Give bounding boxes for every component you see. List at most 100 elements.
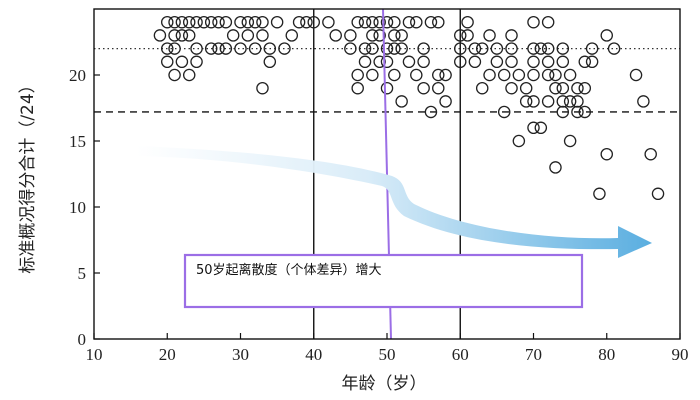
data-point-13 <box>182 68 196 82</box>
data-point-82 <box>439 68 452 82</box>
data-point-115 <box>541 15 555 29</box>
data-point-109 <box>527 55 540 69</box>
data-point-145 <box>644 147 657 161</box>
data-point-93 <box>483 29 496 42</box>
data-point-19 <box>204 42 218 55</box>
data-point-137 <box>585 42 599 55</box>
y-tick-label-0: 0 <box>78 330 87 349</box>
y-axis-title: 标准概况得分合计（/24） <box>18 76 38 273</box>
x-tick-label-80: 80 <box>598 345 615 364</box>
data-point-78 <box>424 105 438 119</box>
data-point-66 <box>388 68 401 82</box>
data-point-76 <box>417 81 430 95</box>
data-point-37 <box>278 42 291 55</box>
data-point-36 <box>270 15 284 29</box>
data-point-133 <box>571 105 584 119</box>
x-tick-label-40: 40 <box>305 345 322 364</box>
data-point-75 <box>417 55 430 69</box>
data-point-77 <box>424 15 438 29</box>
data-point-61 <box>380 55 394 69</box>
data-point-90 <box>468 55 482 69</box>
data-point-31 <box>256 15 269 29</box>
data-point-27 <box>241 15 255 29</box>
data-point-38 <box>285 29 299 42</box>
data-point-5 <box>168 29 181 42</box>
x-tick-label-50: 50 <box>379 345 396 364</box>
data-point-46 <box>351 15 364 29</box>
data-point-140 <box>600 147 614 161</box>
data-point-1 <box>160 15 174 29</box>
data-point-21 <box>212 42 225 55</box>
y-tick-label-20: 20 <box>69 66 86 85</box>
data-point-48 <box>351 81 364 95</box>
data-point-92 <box>475 81 489 95</box>
data-point-7 <box>168 68 181 82</box>
data-point-49 <box>358 15 372 29</box>
data-point-117 <box>541 55 555 69</box>
data-point-12 <box>182 29 196 42</box>
data-point-17 <box>197 15 211 29</box>
data-point-42 <box>322 15 335 29</box>
data-point-69 <box>395 95 408 108</box>
data-point-94 <box>483 68 496 82</box>
data-point-24 <box>226 29 240 42</box>
data-point-14 <box>190 15 203 29</box>
data-point-80 <box>432 68 445 82</box>
data-point-54 <box>366 42 379 55</box>
data-point-131 <box>571 81 584 95</box>
data-point-143 <box>629 68 643 82</box>
data-point-113 <box>534 121 548 135</box>
data-point-139 <box>593 187 606 201</box>
data-point-56 <box>373 15 386 29</box>
data-point-35 <box>263 55 277 69</box>
data-point-116 <box>541 42 555 55</box>
data-point-41 <box>307 15 320 29</box>
y-tick-label-5: 5 <box>78 264 87 283</box>
y-tick-label-10: 10 <box>69 198 86 217</box>
data-point-11 <box>182 15 196 29</box>
data-point-132 <box>571 95 584 108</box>
x-tick-label-10: 10 <box>86 345 103 364</box>
data-point-30 <box>248 42 262 55</box>
data-point-107 <box>527 15 540 29</box>
data-point-114 <box>534 42 548 55</box>
data-point-84 <box>453 29 467 42</box>
data-point-2 <box>160 42 174 55</box>
data-point-45 <box>344 42 357 55</box>
overlays: 50岁起离散度（个体差异）增大 <box>136 8 652 340</box>
data-point-68 <box>395 42 408 55</box>
data-point-18 <box>204 15 218 29</box>
data-point-98 <box>497 105 511 119</box>
x-tick-label-90: 90 <box>672 345 689 364</box>
data-point-111 <box>527 95 540 108</box>
data-point-108 <box>527 42 540 55</box>
data-point-136 <box>578 55 592 69</box>
data-point-88 <box>461 29 474 42</box>
data-point-55 <box>366 68 379 82</box>
data-point-71 <box>402 55 416 69</box>
data-point-32 <box>256 29 269 42</box>
x-tick-label-70: 70 <box>525 345 542 364</box>
data-point-47 <box>351 68 364 82</box>
data-point-26 <box>234 42 247 55</box>
data-point-6 <box>168 42 181 55</box>
data-point-128 <box>563 68 577 82</box>
data-point-57 <box>373 29 386 42</box>
data-point-52 <box>366 15 379 29</box>
data-point-99 <box>505 29 518 42</box>
data-point-65 <box>388 42 401 55</box>
data-point-142 <box>607 42 621 55</box>
data-point-103 <box>512 68 526 82</box>
data-point-81 <box>432 81 445 95</box>
data-point-146 <box>651 187 665 201</box>
data-point-50 <box>358 42 372 55</box>
data-point-72 <box>410 15 423 29</box>
data-point-135 <box>578 105 592 119</box>
data-point-87 <box>461 15 474 29</box>
annotation-text: 50岁起离散度（个体差异）增大 <box>196 262 382 278</box>
data-point-64 <box>388 29 401 42</box>
data-point-40 <box>300 15 313 29</box>
data-point-67 <box>395 29 408 42</box>
data-point-118 <box>541 68 555 82</box>
data-point-123 <box>556 42 570 55</box>
